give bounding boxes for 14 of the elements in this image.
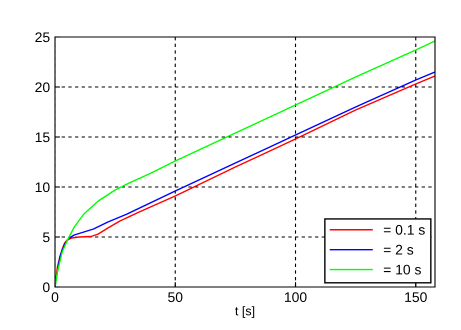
y-tick-label: 25 [35, 32, 50, 42]
y-tick-label: 10 [36, 182, 50, 192]
y-tick-label: 15 [36, 132, 50, 142]
y-tick-label: 20 [35, 82, 50, 92]
x-tick-label: 50 [168, 292, 182, 302]
x-tick-label: 150 [405, 292, 427, 302]
x-tick-label: 0 [52, 292, 58, 302]
legend-label: = 0.1 s [384, 224, 425, 235]
x-tick-label: 100 [284, 292, 307, 302]
legend-label: = 10 s [384, 264, 421, 275]
x-axis-title: t [s] [235, 306, 254, 318]
legend-label: = 2 s [384, 244, 414, 255]
y-tick-label: 5 [42, 232, 50, 242]
y-tick-label: 0 [42, 282, 50, 292]
